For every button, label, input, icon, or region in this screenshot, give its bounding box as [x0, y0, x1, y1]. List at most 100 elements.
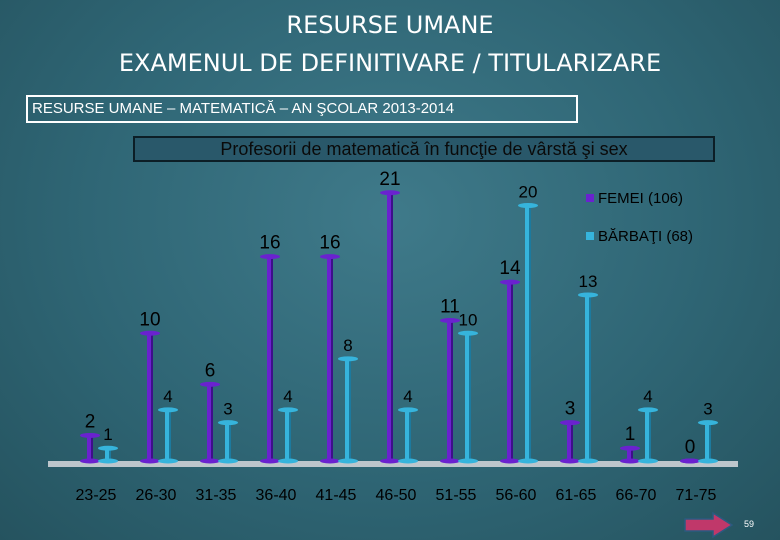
bar-shade — [151, 333, 153, 461]
data-label: 2 — [85, 411, 96, 432]
data-label: 11 — [440, 297, 460, 318]
bar-barbati — [225, 422, 231, 461]
bar-cap — [500, 279, 520, 285]
data-label: 21 — [379, 169, 400, 190]
bar-femei — [327, 256, 333, 461]
bar-base — [278, 458, 298, 464]
bar-cap — [620, 445, 640, 451]
legend-swatch — [586, 194, 594, 202]
bar-base — [200, 458, 220, 464]
bar-base — [338, 458, 358, 464]
page-number: 59 — [744, 519, 755, 529]
x-tick-label: 71-75 — [676, 487, 717, 504]
bar-femei — [627, 448, 633, 461]
bar-shade — [571, 422, 573, 461]
bar-cap — [158, 407, 178, 413]
bar-base — [158, 458, 178, 464]
bar-shade — [349, 358, 351, 461]
data-label: 0 — [685, 437, 696, 458]
chart-floor — [48, 461, 738, 467]
bar-base — [560, 458, 580, 464]
bar-base — [80, 458, 100, 464]
data-label: 4 — [403, 387, 412, 406]
legend-label: FEMEI (106) — [598, 190, 683, 207]
bar-cap — [380, 190, 400, 196]
data-label: 3 — [565, 399, 576, 420]
data-label: 16 — [259, 233, 280, 254]
page-title-line-1: RESURSE UMANE — [286, 11, 494, 39]
data-label: 3 — [223, 400, 232, 419]
bar-barbati — [645, 409, 651, 461]
bar-shade — [229, 422, 231, 461]
bar-shade — [391, 192, 393, 462]
page-title-line-2: EXAMENUL DE DEFINITIVARE / TITULARIZARE — [118, 49, 662, 77]
bar-cap — [140, 330, 160, 336]
bar-barbati — [345, 358, 351, 461]
bar-barbati — [585, 294, 591, 461]
bar-base — [680, 458, 700, 464]
bar-cap — [200, 381, 220, 387]
bar-cap — [560, 420, 580, 426]
bar-femei — [507, 282, 513, 461]
data-label: 6 — [205, 360, 216, 381]
bar-base — [320, 458, 340, 464]
bar-cap — [320, 254, 340, 260]
x-tick-label: 46-50 — [376, 487, 417, 504]
data-label: 3 — [703, 400, 712, 419]
x-tick-label: 26-30 — [136, 487, 177, 504]
bar-cap — [440, 318, 460, 323]
data-label: 4 — [163, 387, 172, 406]
bar-base — [458, 458, 478, 464]
data-label: 4 — [643, 387, 652, 406]
bar-shade — [631, 448, 633, 461]
bar-cap — [80, 432, 100, 438]
bar-base — [398, 458, 418, 464]
bar-cap — [698, 420, 718, 426]
bar-base — [440, 458, 460, 464]
bar-shade — [289, 409, 291, 461]
bar-shade — [511, 282, 513, 461]
data-label: 1 — [625, 424, 636, 445]
bar-cap — [398, 407, 418, 413]
data-label: 8 — [343, 336, 352, 355]
bar-barbati — [285, 409, 291, 461]
right-arrow-icon[interactable] — [684, 512, 734, 538]
bar-femei — [447, 320, 453, 461]
data-label: 20 — [519, 183, 538, 202]
section-subtitle: RESURSE UMANE – MATEMATICĂ – AN ŞCOLAR 2… — [26, 95, 578, 123]
chart-title: Profesorii de matematică în funcţie de v… — [133, 136, 715, 162]
bar-femei — [87, 435, 93, 461]
bar-femei — [387, 192, 393, 462]
bar-shade — [109, 448, 111, 461]
bar-shade — [169, 409, 171, 461]
data-label: 1 — [103, 425, 112, 444]
bar-shade — [409, 409, 411, 461]
bar-base — [218, 458, 238, 464]
bar-femei — [207, 384, 213, 461]
bar-barbati — [105, 448, 111, 461]
bar-cap — [260, 254, 280, 260]
x-tick-label: 31-35 — [196, 487, 237, 504]
bar-shade — [211, 384, 213, 461]
x-tick-label: 23-25 — [76, 487, 117, 504]
bar-cap — [578, 292, 598, 298]
bar-shade — [451, 320, 453, 461]
bar-barbati — [525, 205, 531, 461]
bar-base — [698, 458, 718, 464]
bar-barbati — [705, 422, 711, 461]
bar-femei — [147, 333, 153, 461]
x-tick-label: 56-60 — [496, 487, 537, 504]
bar-base — [518, 458, 538, 464]
bar-femei — [567, 422, 573, 461]
bar-shade — [709, 422, 711, 461]
legend-label: BĂRBAŢI (68) — [598, 228, 693, 245]
bar-femei — [267, 256, 273, 461]
x-tick-label: 41-45 — [316, 487, 357, 504]
bar-cap — [278, 407, 298, 413]
bar-base — [638, 458, 658, 464]
bar-base — [140, 458, 160, 464]
bar-cap — [98, 445, 118, 451]
bar-base — [260, 458, 280, 464]
bar-shade — [589, 294, 591, 461]
bar-base — [500, 458, 520, 464]
